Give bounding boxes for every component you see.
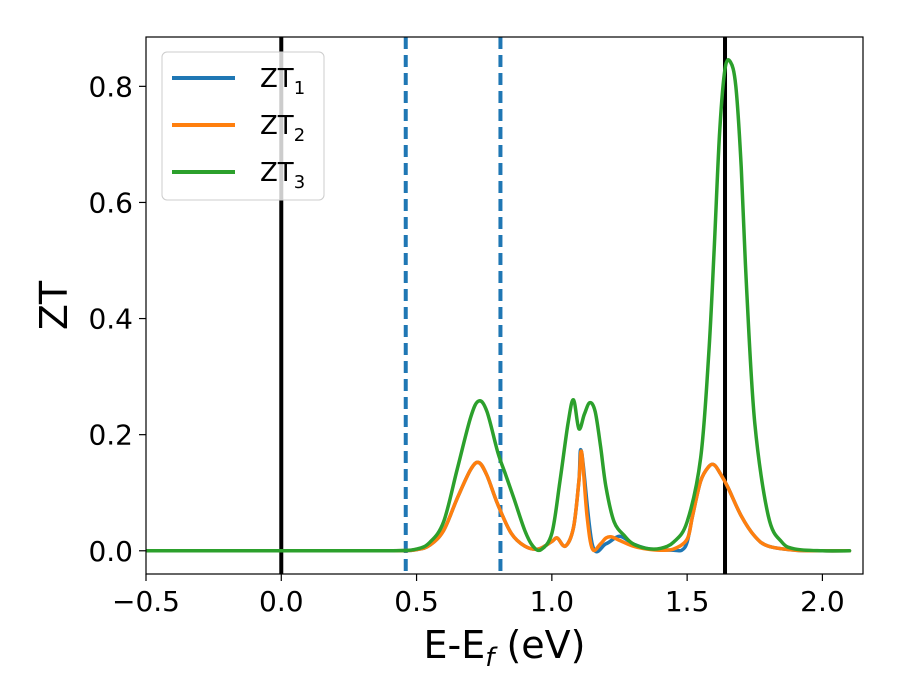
- y-tick-label: 0.8: [88, 70, 133, 103]
- x-axis-title-main: E-E: [424, 623, 486, 667]
- ticks-layer: −0.5 0.0 0.5 1.0 1.5 2.0 0.0 0.2 0.4 0.6 0.8: [88, 70, 844, 618]
- x-tick-label: 0.5: [394, 585, 439, 618]
- series-line-zt2: [146, 449, 852, 553]
- y-tick-label: 0.4: [88, 303, 133, 336]
- data-layer: [146, 37, 852, 574]
- x-tick-label: 1.0: [530, 585, 575, 618]
- series-line-zt3: [146, 58, 852, 553]
- legend-label: ZT1: [260, 64, 305, 99]
- x-tick-label: 0.0: [259, 585, 304, 618]
- x-axis-title-rest: (eV): [494, 623, 585, 667]
- y-tick-label: 0.2: [88, 419, 133, 452]
- x-tick-label: 2.0: [800, 585, 845, 618]
- legend-box: [161, 51, 325, 201]
- x-tick-label: 1.5: [665, 585, 710, 618]
- y-tick-label: 0.6: [88, 186, 133, 219]
- y-axis-title: ZT: [32, 280, 76, 330]
- y-tick-label: 0.0: [88, 535, 133, 568]
- legend-label: ZT3: [260, 158, 305, 193]
- x-axis-title: E-Ef (eV): [424, 623, 586, 673]
- legend-label: ZT2: [260, 111, 305, 146]
- legend: ZT1 ZT2 ZT3: [161, 51, 325, 201]
- x-tick-label: −0.5: [112, 585, 180, 618]
- plot-frame: [145, 36, 864, 575]
